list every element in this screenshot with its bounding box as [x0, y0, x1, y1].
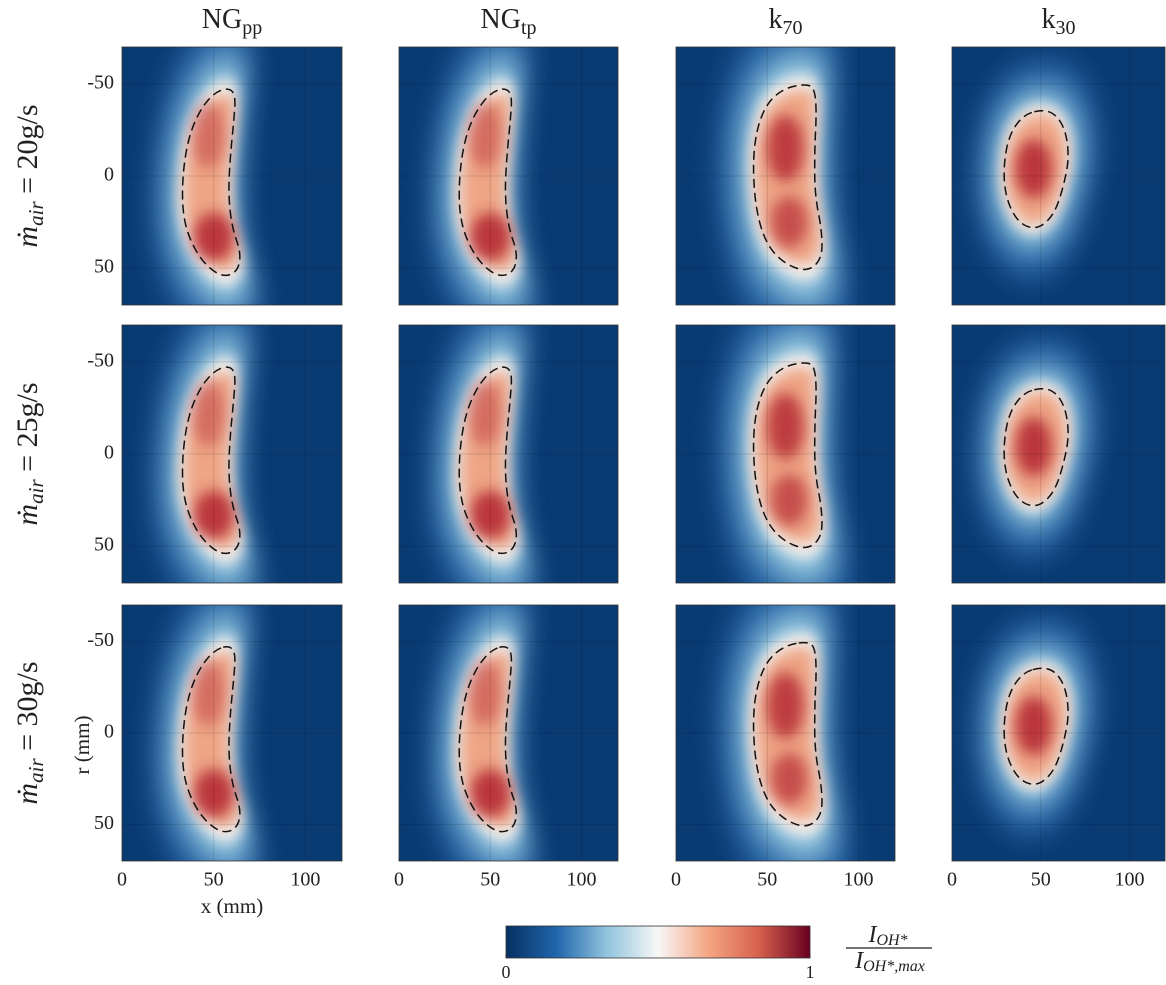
y-tick-label: 50	[94, 812, 114, 834]
y-tick-label: 0	[104, 721, 114, 743]
flame-peak	[767, 393, 804, 460]
column-title-sub: 30	[1056, 17, 1076, 39]
x-tick-label: 0	[117, 869, 127, 891]
x-tick-label: 100	[844, 869, 874, 891]
panel	[122, 563, 342, 914]
row-label: ṁair = 20g/s	[11, 104, 48, 247]
x-tick-label: 0	[671, 869, 681, 891]
x-tick-label: 100	[290, 869, 320, 891]
panel	[122, 283, 342, 637]
row-label-sub: air	[24, 201, 48, 226]
row-label-rest: = 25g/s	[11, 382, 44, 479]
column-title: NGtp	[480, 4, 536, 38]
flame-peak	[192, 659, 225, 726]
panel	[952, 47, 1165, 305]
panel	[952, 605, 1165, 861]
panel	[952, 325, 1165, 583]
y-tick-label: -50	[87, 71, 114, 93]
panel	[399, 5, 618, 359]
x-tick-label: 50	[204, 869, 224, 891]
panel	[676, 5, 895, 356]
colorbar-tick-label: 0	[502, 962, 511, 982]
y-tick-label: 0	[104, 442, 114, 464]
colorbar-tick-label: 1	[806, 962, 815, 982]
x-tick-label: 50	[1031, 869, 1051, 891]
row-label: ṁair = 25g/s	[11, 382, 48, 525]
y-tick-label: 50	[94, 256, 114, 278]
panel	[122, 5, 342, 359]
y-tick-label: -50	[87, 349, 114, 371]
panel	[399, 283, 618, 637]
x-tick-label: 100	[1115, 869, 1145, 891]
column-title: NGpp	[202, 4, 262, 38]
flame-peak	[192, 102, 225, 169]
column-title-base: NG	[202, 4, 242, 35]
flame-peak	[192, 380, 225, 447]
flame-peak	[767, 672, 804, 739]
panel	[399, 563, 618, 914]
flame-peak	[767, 115, 804, 182]
flame-peak	[771, 474, 808, 526]
x-tick-label: 50	[757, 869, 777, 891]
x-tick-label: 0	[394, 869, 404, 891]
x-axis-label: x (mm)	[201, 894, 263, 918]
y-tick-label: 50	[94, 534, 114, 556]
column-title: k30	[1042, 4, 1076, 38]
row-label-sub: air	[24, 758, 48, 783]
x-tick-label: 100	[567, 869, 597, 891]
row-label-base: ṁ	[11, 783, 44, 805]
column-title-base: k	[769, 4, 783, 35]
flame-peak	[468, 659, 501, 726]
y-axis-label: r (mm)	[70, 716, 94, 775]
column-title-sub: tp	[521, 17, 537, 39]
row-label-rest: = 30g/s	[11, 661, 44, 758]
row-label: ṁair = 30g/s	[11, 661, 48, 804]
y-tick-label: 0	[104, 164, 114, 186]
column-title: k70	[769, 4, 803, 38]
panel	[676, 564, 895, 912]
row-label-base: ṁ	[11, 226, 44, 248]
panel	[676, 283, 895, 634]
column-title-sub: 70	[783, 17, 803, 39]
row-label-rest: = 20g/s	[11, 104, 44, 201]
flame-peak	[771, 196, 808, 248]
flame-peak	[468, 380, 501, 447]
x-tick-label: 50	[480, 869, 500, 891]
flame-peak	[1015, 139, 1052, 198]
column-title-base: NG	[480, 4, 520, 35]
column-title-sub: pp	[242, 17, 262, 39]
colorbar-label-denominator: IOH*,max	[854, 948, 925, 975]
row-label-sub: air	[24, 479, 48, 504]
colorbar-label-numerator: IOH*	[867, 922, 907, 949]
figure: -50050NGppṁair = 20g/sNGtpk70k30-50050ṁa…	[0, 0, 1166, 985]
x-tick-label: 0	[947, 869, 957, 891]
colorbar	[506, 926, 810, 958]
row-label-base: ṁ	[11, 504, 44, 526]
column-title-base: k	[1042, 4, 1056, 35]
y-tick-label: -50	[87, 629, 114, 651]
flame-peak	[1015, 417, 1052, 476]
flame-peak	[1015, 696, 1052, 755]
flame-peak	[468, 102, 501, 169]
flame-peak	[771, 753, 808, 805]
